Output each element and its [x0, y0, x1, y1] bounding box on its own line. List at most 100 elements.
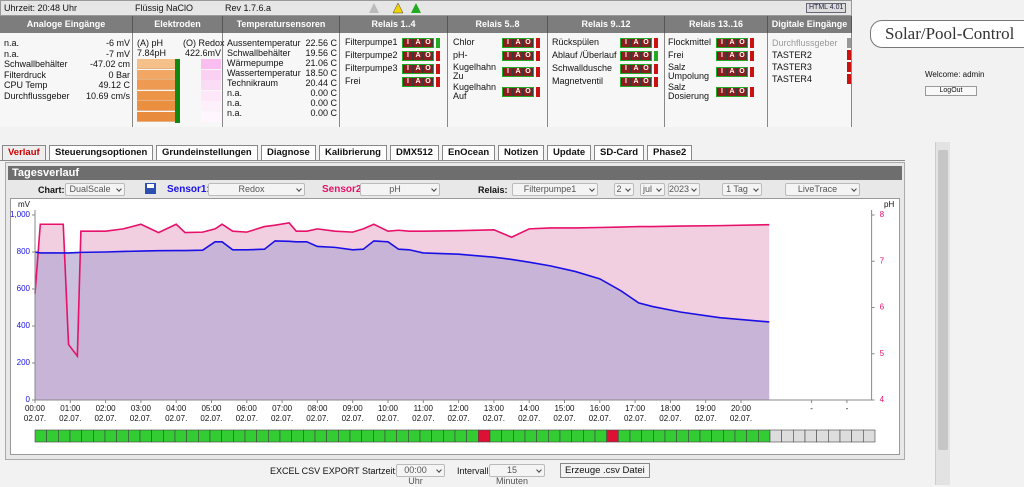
relay-button[interactable]: I — [404, 64, 412, 73]
relay-button[interactable]: A — [414, 64, 422, 73]
relay-button[interactable]: I — [404, 51, 412, 60]
relay-button[interactable]: A — [514, 68, 522, 76]
relay-button[interactable]: I — [404, 38, 412, 47]
relay-button[interactable]: A — [728, 88, 736, 96]
tab[interactable]: DMX512 — [390, 145, 439, 160]
relay-button[interactable]: I — [718, 51, 726, 60]
relay-button[interactable]: O — [642, 77, 650, 86]
select[interactable]: 15 Minuten — [489, 464, 545, 486]
relay-button[interactable]: O — [738, 51, 746, 60]
relay-button[interactable]: I — [718, 68, 726, 76]
relay-button[interactable]: I — [504, 51, 512, 60]
select[interactable]: LiveTrace — [785, 183, 860, 196]
save-icon[interactable] — [145, 183, 157, 195]
relay-button[interactable]: O — [524, 68, 532, 76]
relay-button[interactable]: O — [642, 38, 650, 47]
relay-button[interactable]: A — [632, 64, 640, 73]
relay-button[interactable]: I — [718, 38, 726, 47]
x-tick-date: 02.07. — [24, 414, 46, 423]
relay-button[interactable]: I — [504, 88, 512, 96]
relay-button[interactable]: I — [622, 38, 630, 47]
relay-button[interactable]: O — [424, 64, 432, 73]
tab[interactable]: Steuerungsoptionen — [49, 145, 154, 160]
select[interactable]: Redox — [208, 183, 305, 196]
relay-button[interactable]: I — [622, 77, 630, 86]
series-area — [35, 240, 770, 400]
relay-button[interactable]: A — [728, 68, 736, 76]
x-tick-label: 00:00 — [25, 404, 46, 413]
relay-button[interactable]: O — [524, 88, 532, 96]
tab[interactable]: Notizen — [498, 145, 545, 160]
tab[interactable]: Diagnose — [261, 145, 316, 160]
select[interactable]: DualScale — [65, 183, 125, 196]
relay-button[interactable]: I — [404, 77, 412, 86]
relay-button[interactable]: O — [524, 51, 532, 60]
tab[interactable]: EnOcean — [442, 145, 496, 160]
select[interactable]: Filterpumpe1 — [512, 183, 598, 196]
start-label: Startzeit: — [362, 466, 398, 476]
relay-button[interactable]: A — [632, 51, 640, 60]
panel-body — [768, 33, 852, 127]
relay-button[interactable]: I — [718, 88, 726, 96]
relay-button[interactable]: A — [728, 51, 736, 60]
select[interactable]: 00:00 Uhr — [396, 464, 445, 486]
relay-button[interactable]: O — [738, 68, 746, 76]
tab[interactable]: Verlauf — [2, 145, 46, 160]
relay-button[interactable]: O — [738, 88, 746, 96]
relay-button[interactable]: A — [414, 38, 422, 47]
relay-button[interactable]: O — [642, 64, 650, 73]
tab[interactable]: SD-Card — [594, 145, 645, 160]
tab[interactable]: Kalibrierung — [319, 145, 387, 160]
select[interactable]: jul — [640, 183, 665, 196]
tab[interactable]: Phase2 — [647, 145, 693, 160]
select[interactable]: 2 — [614, 183, 634, 196]
relay-button[interactable]: A — [632, 38, 640, 47]
relay-button[interactable]: O — [424, 51, 432, 60]
relay-button[interactable]: I — [622, 51, 630, 60]
select[interactable]: pH — [360, 183, 440, 196]
relay-state-cell — [688, 429, 701, 443]
relay-button[interactable]: I — [504, 38, 512, 47]
relay-button[interactable]: A — [414, 51, 422, 60]
tab[interactable]: Update — [547, 145, 592, 160]
relay-button[interactable]: O — [738, 38, 746, 47]
relay-button[interactable]: O — [524, 38, 532, 47]
relay-indicator — [536, 50, 540, 61]
relay-button[interactable]: A — [514, 88, 522, 96]
relay-button[interactable]: I — [504, 68, 512, 76]
relay-button[interactable]: A — [728, 38, 736, 47]
relay-button[interactable]: A — [414, 77, 422, 86]
logout-button[interactable]: LogOut — [925, 86, 977, 96]
scrollbar[interactable] — [935, 142, 950, 485]
relay-button[interactable]: O — [642, 51, 650, 60]
tab[interactable]: Grundeinstellungen — [156, 145, 258, 160]
temp-value: 22.56 C — [305, 38, 337, 48]
relay-button[interactable]: I — [622, 64, 630, 73]
relay-button[interactable]: O — [424, 77, 432, 86]
select[interactable]: 1 Tag — [722, 183, 762, 196]
relay-button[interactable]: A — [514, 51, 522, 60]
select[interactable]: 2023 — [668, 183, 700, 196]
relay-button[interactable]: O — [424, 38, 432, 47]
relay-button[interactable]: A — [514, 38, 522, 47]
csv-button[interactable]: Erzeuge .csv Datei — [560, 463, 650, 478]
relay-button[interactable]: A — [632, 77, 640, 86]
relay-state-cell — [326, 429, 339, 443]
relay-state-cell — [816, 429, 829, 443]
